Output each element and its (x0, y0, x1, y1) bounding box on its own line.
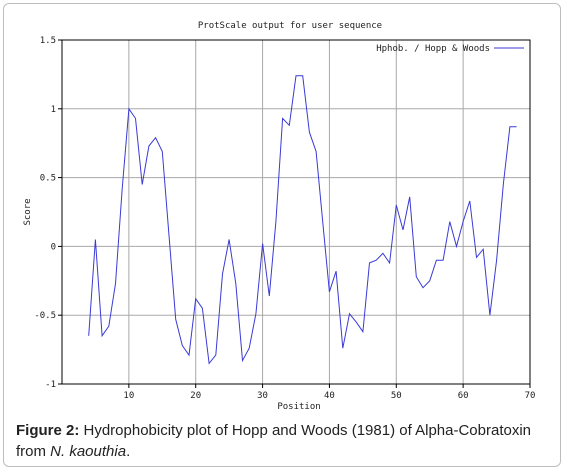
x-tick-label: 10 (123, 391, 134, 401)
y-tick-label: 1.5 (40, 36, 56, 46)
caption-label: Figure 2: (16, 422, 80, 439)
legend-label: Hphob. / Hopp & Woods (376, 44, 490, 54)
figure-caption: Figure 2: Hydrophobicity plot of Hopp an… (16, 420, 546, 462)
y-tick-label: -1 (45, 380, 56, 390)
legend: Hphob. / Hopp & Woods (376, 44, 524, 54)
series-line (88, 75, 517, 365)
y-axis-label: Score (23, 198, 33, 225)
x-tick-label: 40 (324, 391, 335, 401)
plot-area (61, 39, 531, 385)
chart-title: ProtScale output for user sequence (198, 21, 382, 31)
y-tick-label: 0 (51, 242, 56, 252)
figure-frame (3, 3, 561, 467)
caption-text: Hydrophobicity plot of Hopp and Woods (1… (16, 422, 531, 460)
x-tick-label: 50 (391, 391, 402, 401)
caption-end: . (126, 443, 131, 460)
x-tick-label: 20 (190, 391, 201, 401)
x-tick-label: 70 (525, 391, 536, 401)
x-tick-label: 60 (458, 391, 469, 401)
x-tick-label: 30 (257, 391, 268, 401)
caption-species: N. kaouthia (50, 443, 127, 460)
y-tick-label: 1 (51, 105, 56, 115)
x-axis-label: Position (277, 402, 320, 412)
y-tick-label: 0.5 (40, 174, 56, 184)
y-tick-label: -0.5 (34, 311, 56, 321)
tick-labels: 10 20 30 40 50 60 70 -1 -0.5 0 0.5 1 1.5 (34, 36, 535, 401)
